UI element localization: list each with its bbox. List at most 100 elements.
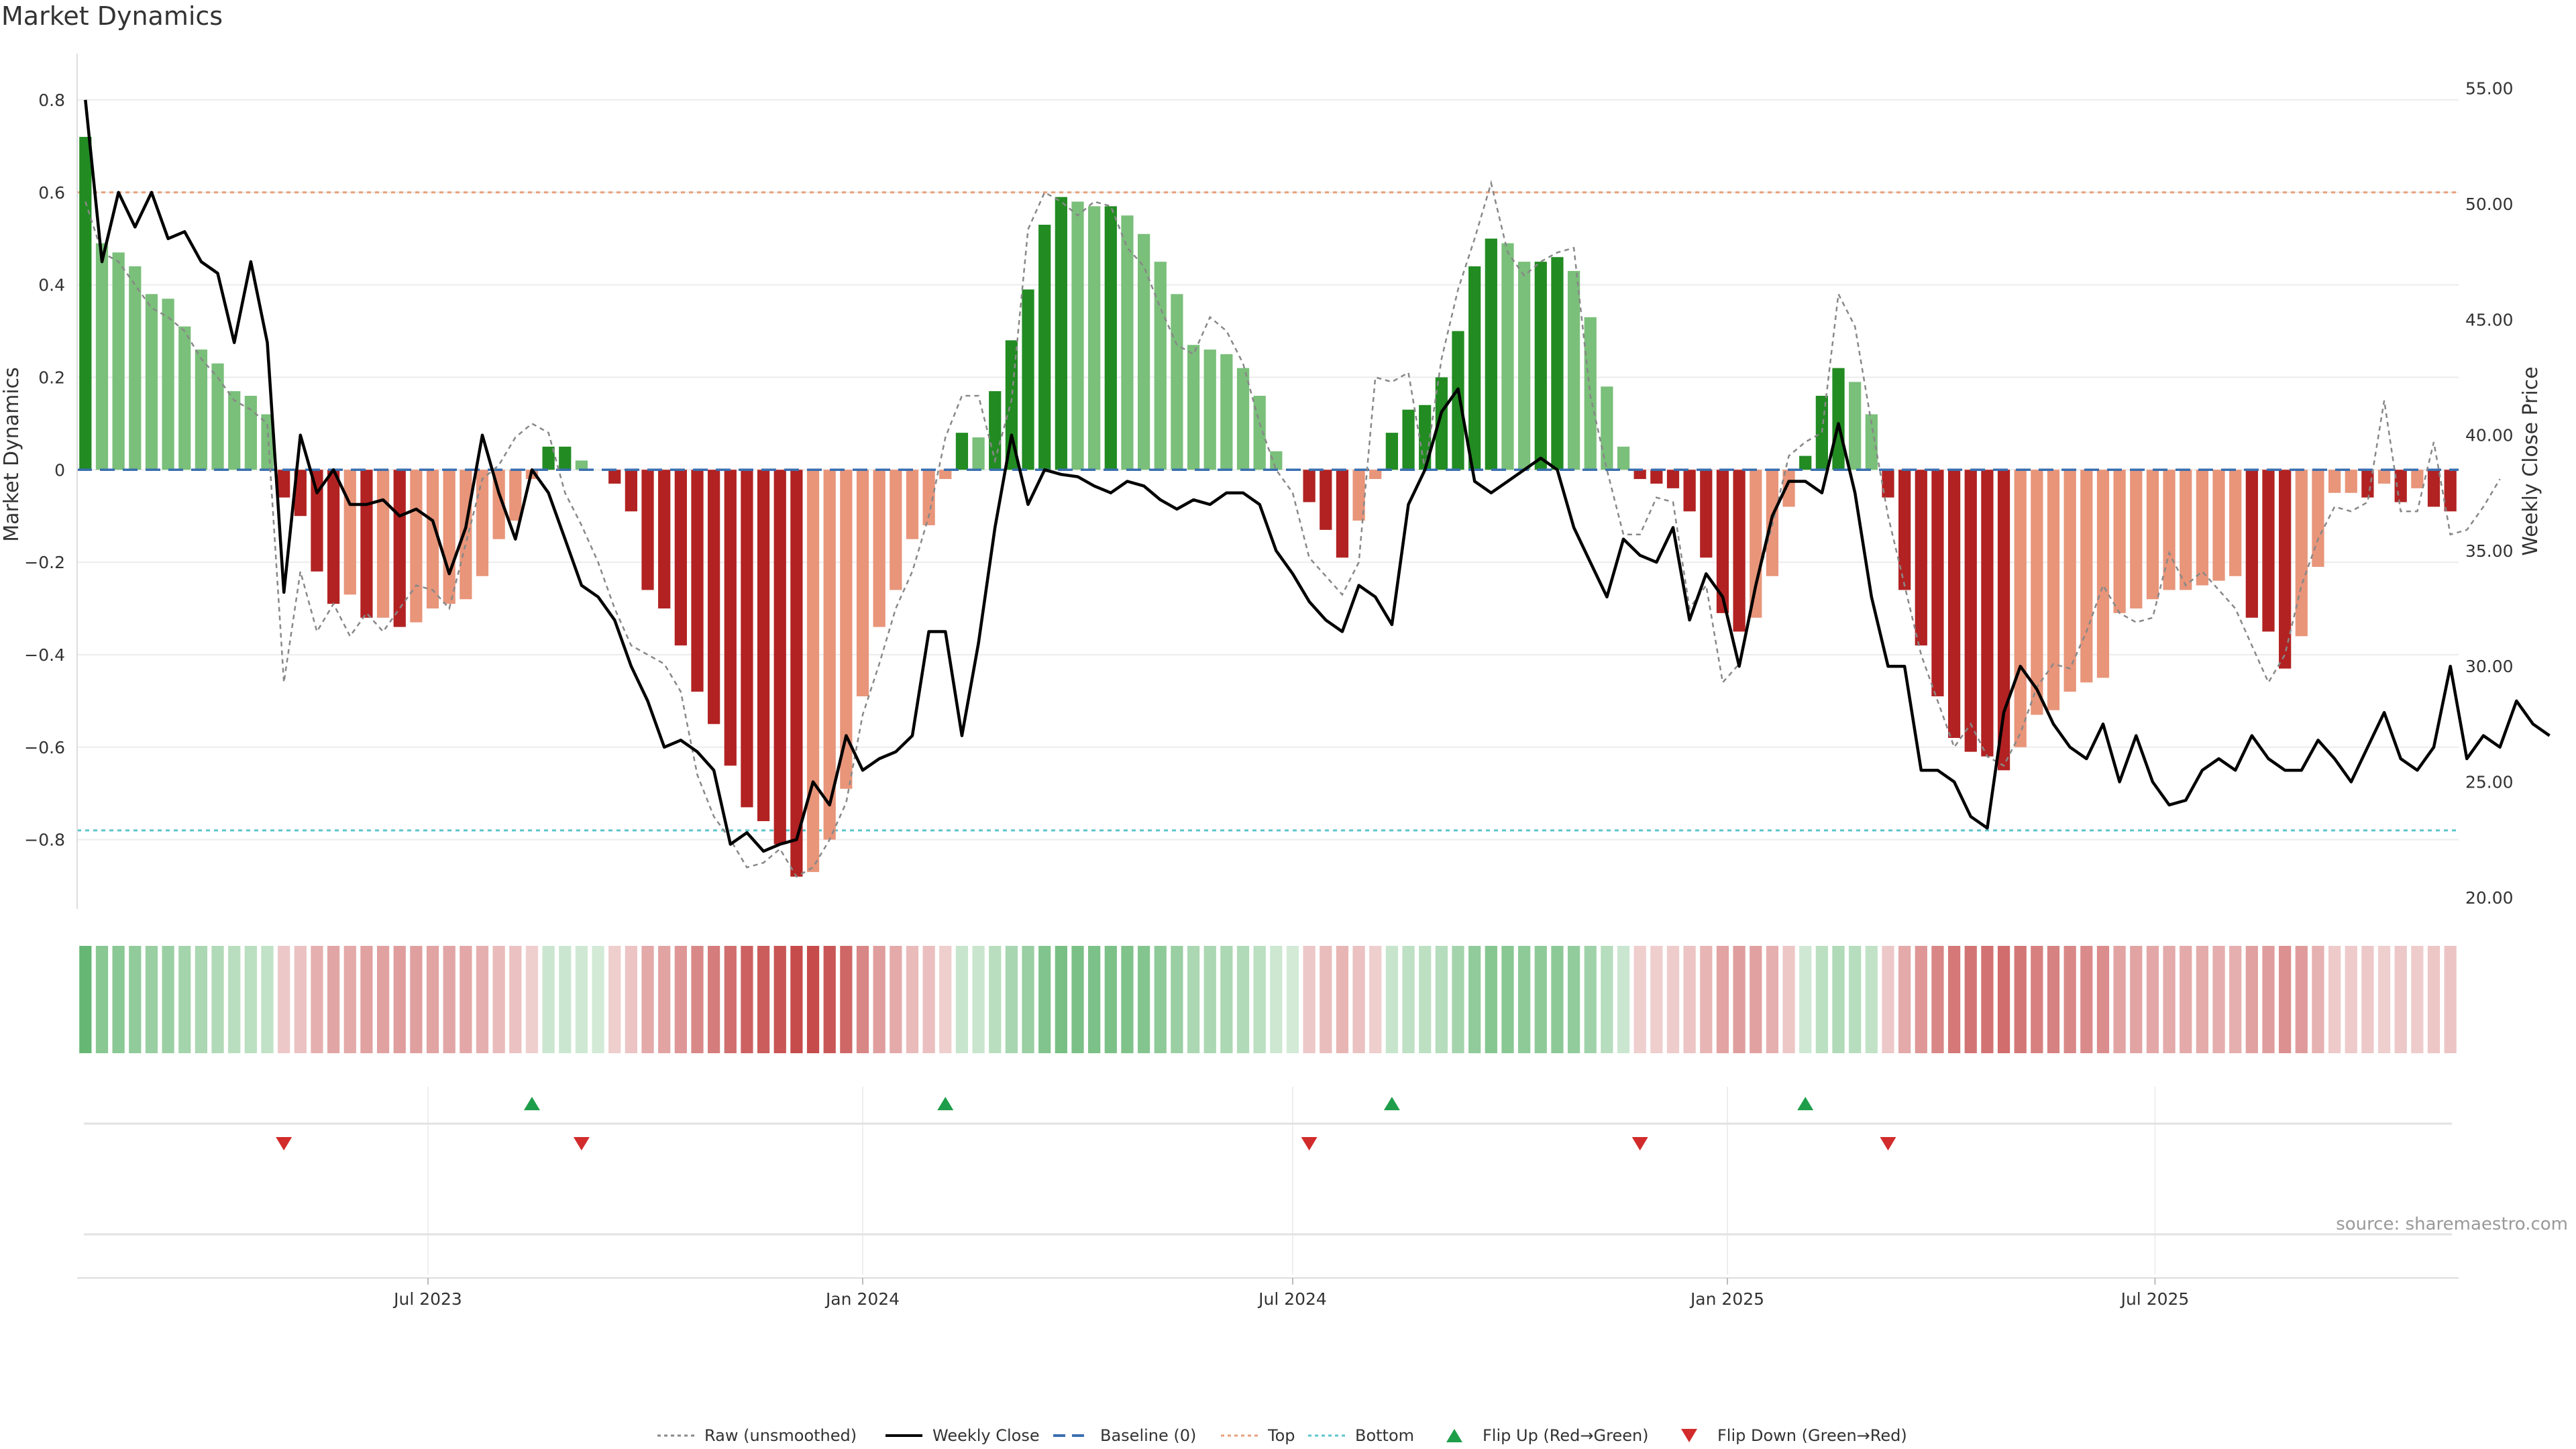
y-left-tick-label: −0.8 <box>24 830 65 850</box>
strip-cell <box>2245 946 2258 1053</box>
bar <box>2411 470 2424 488</box>
strip-cell <box>1584 946 1597 1053</box>
bar <box>1385 433 1399 470</box>
bar <box>278 470 290 498</box>
strip-cell <box>1452 946 1464 1053</box>
flip-up-marker <box>523 1097 540 1110</box>
strip-cell <box>1352 946 1365 1053</box>
strip-cell <box>509 946 522 1053</box>
bar <box>1187 345 1200 470</box>
strip-cell <box>1171 946 1183 1053</box>
bar <box>922 470 935 525</box>
bar <box>1584 317 1597 470</box>
legend: Raw (unsmoothed) Weekly Close Baseline (0)… <box>657 1426 1907 1445</box>
bar <box>674 470 687 646</box>
bar <box>79 137 92 470</box>
x-tick-label: Jan 2024 <box>824 1289 900 1309</box>
strip-cell <box>228 946 241 1053</box>
bar <box>1022 289 1034 470</box>
bar <box>1551 257 1564 470</box>
bar <box>1716 470 1729 613</box>
strip-cell <box>658 946 671 1053</box>
bar <box>1700 470 1713 558</box>
strip-cell <box>2394 946 2407 1053</box>
legend-label: Bottom <box>1355 1426 1414 1445</box>
strip-cell <box>1683 946 1696 1053</box>
bar <box>1121 215 1134 470</box>
bar <box>1650 470 1663 484</box>
strip-cell <box>1766 946 1779 1053</box>
strip-cell <box>1270 946 1283 1053</box>
strip-cell <box>426 946 439 1053</box>
flip-up-marker <box>1383 1097 1400 1110</box>
strip-cell <box>145 946 158 1053</box>
strip-cell <box>1997 946 2010 1053</box>
strip-cell <box>376 946 390 1053</box>
y-right-tick-label: 40.00 <box>2465 426 2514 445</box>
strip-cell <box>244 946 257 1053</box>
bar <box>1369 470 1382 480</box>
bar <box>559 446 572 470</box>
bar <box>1865 414 1878 470</box>
strip-cell <box>294 946 307 1053</box>
flip-markers-panel <box>84 1087 2452 1275</box>
strip-cell <box>1501 946 1514 1053</box>
bar-layer <box>79 137 2457 877</box>
bar <box>2113 470 2126 613</box>
bar <box>393 470 406 627</box>
bar <box>2047 470 2060 710</box>
y-left-tick-label: −0.6 <box>24 738 65 757</box>
y-left-tick-label: 0.8 <box>38 91 65 110</box>
strip-cell <box>1981 946 1994 1053</box>
source-note: source: sharemaestro.com <box>2336 1214 2568 1234</box>
strip-cell <box>790 946 803 1053</box>
bar <box>1220 354 1233 470</box>
bar <box>1750 470 1762 618</box>
strip-cell <box>1650 946 1663 1053</box>
strip-cell <box>691 946 704 1053</box>
bar <box>1352 470 1365 521</box>
chart-title: Market Dynamics <box>1 1 223 31</box>
bar <box>360 470 373 618</box>
legend-item-top: Top <box>1221 1426 1295 1445</box>
bar <box>1733 470 1746 632</box>
strip-cell <box>840 946 853 1053</box>
strip-cell <box>856 946 869 1053</box>
x-axis: Jul 2023 Jan 2024 Jul 2024 Jan 2025 Jul 2025 <box>77 1277 2459 1309</box>
strip-cell <box>873 946 885 1053</box>
bar <box>906 470 919 539</box>
strip-cell <box>2411 946 2424 1053</box>
bar <box>806 470 820 872</box>
bar <box>658 470 671 609</box>
bar <box>1402 409 1415 470</box>
strip-cell <box>2444 946 2457 1053</box>
bar <box>1633 470 1646 480</box>
bar <box>211 363 224 470</box>
bar <box>426 470 439 609</box>
strip-cell <box>311 946 323 1053</box>
strip-cell <box>641 946 654 1053</box>
legend-item-bottom: Bottom <box>1308 1426 1414 1445</box>
y-left-tick-label: 0 <box>54 460 65 480</box>
strip-cell <box>1815 946 1828 1053</box>
strip-cell <box>806 946 820 1053</box>
bar <box>1203 350 1216 470</box>
strip-cell <box>1203 946 1216 1053</box>
bar <box>2130 470 2143 609</box>
strip-cell <box>741 946 753 1053</box>
legend-label: Flip Down (Green→Red) <box>1717 1426 1907 1445</box>
x-tick-label: Jul 2024 <box>1257 1289 1327 1309</box>
bar <box>790 470 803 877</box>
bar <box>2031 470 2043 715</box>
strip-cell <box>1931 946 1944 1053</box>
bar <box>2444 470 2457 512</box>
flip-down-marker <box>1631 1137 1648 1150</box>
strip-cell <box>2262 946 2275 1053</box>
bar <box>294 470 307 517</box>
strip-cell <box>592 946 604 1053</box>
bar <box>244 396 257 470</box>
strip-cell <box>2328 946 2341 1053</box>
strip-cell <box>162 946 174 1053</box>
strip-cell <box>1633 946 1646 1053</box>
